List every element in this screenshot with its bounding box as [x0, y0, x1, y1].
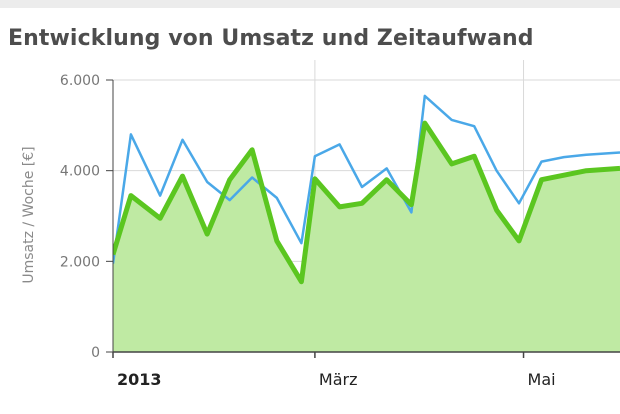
- x-tick-label: März: [319, 370, 358, 389]
- series-line-green: [113, 120, 620, 285]
- chart-title: Entwicklung von Umsatz und Zeitaufwand: [8, 26, 534, 51]
- y-tick-label: 6.000: [60, 73, 100, 89]
- y-tick-label: 4.000: [60, 164, 100, 180]
- y-axis-label: Umsatz / Woche [€]: [21, 146, 37, 283]
- revenue-area: [113, 123, 620, 352]
- y-tick-label: 2.000: [60, 254, 100, 270]
- axes: 0 2.000 4.000 6.000 2013 März Mai: [60, 73, 620, 389]
- x-tick-label: Mai: [528, 370, 556, 389]
- top-bar: [0, 0, 620, 8]
- series-line-blue: [113, 94, 620, 264]
- x-tick-label: 2013: [117, 370, 162, 389]
- y-tick-label: 0: [91, 345, 100, 361]
